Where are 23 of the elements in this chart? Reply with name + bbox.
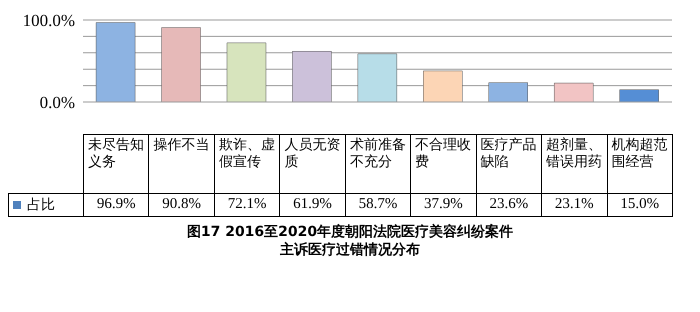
data-label: 15.0% (607, 194, 672, 216)
x-tick-label: 医疗产品缺陷 (476, 134, 542, 194)
data-label: 61.9% (280, 194, 346, 216)
y-tick-label: 0.0% (40, 93, 75, 112)
data-label: 96.9% (84, 194, 149, 216)
x-tick-label: 欺诈、虚假宣传 (214, 134, 280, 194)
data-label: 23.6% (476, 194, 542, 216)
data-label: 58.7% (345, 194, 411, 216)
text: 占比 (8, 194, 84, 216)
data-label: 90.8% (148, 194, 214, 216)
x-tick-label: 术前准备不充分 (345, 134, 411, 194)
data-label: 72.1% (214, 194, 280, 216)
x-tick-label: 超剂量、错误用药 (542, 134, 607, 194)
x-tick-label: 人员无资质 (280, 134, 346, 194)
data-label: 23.1% (542, 194, 607, 216)
x-tick-label: 不合理收费 (410, 134, 476, 194)
x-tick-label: 机构超范围经营 (607, 134, 672, 194)
y-tick-label: 100.0% (22, 11, 75, 30)
data-label: 37.9% (410, 194, 476, 216)
text: 图17 2016至2020年度朝阳法院医疗美容纠纷案件 (186, 223, 514, 241)
x-tick-label: 操作不当 (148, 134, 214, 194)
x-tick-label: 未尽告知义务 (84, 134, 149, 194)
text: 主诉医疗过错情况分布 (279, 241, 421, 259)
